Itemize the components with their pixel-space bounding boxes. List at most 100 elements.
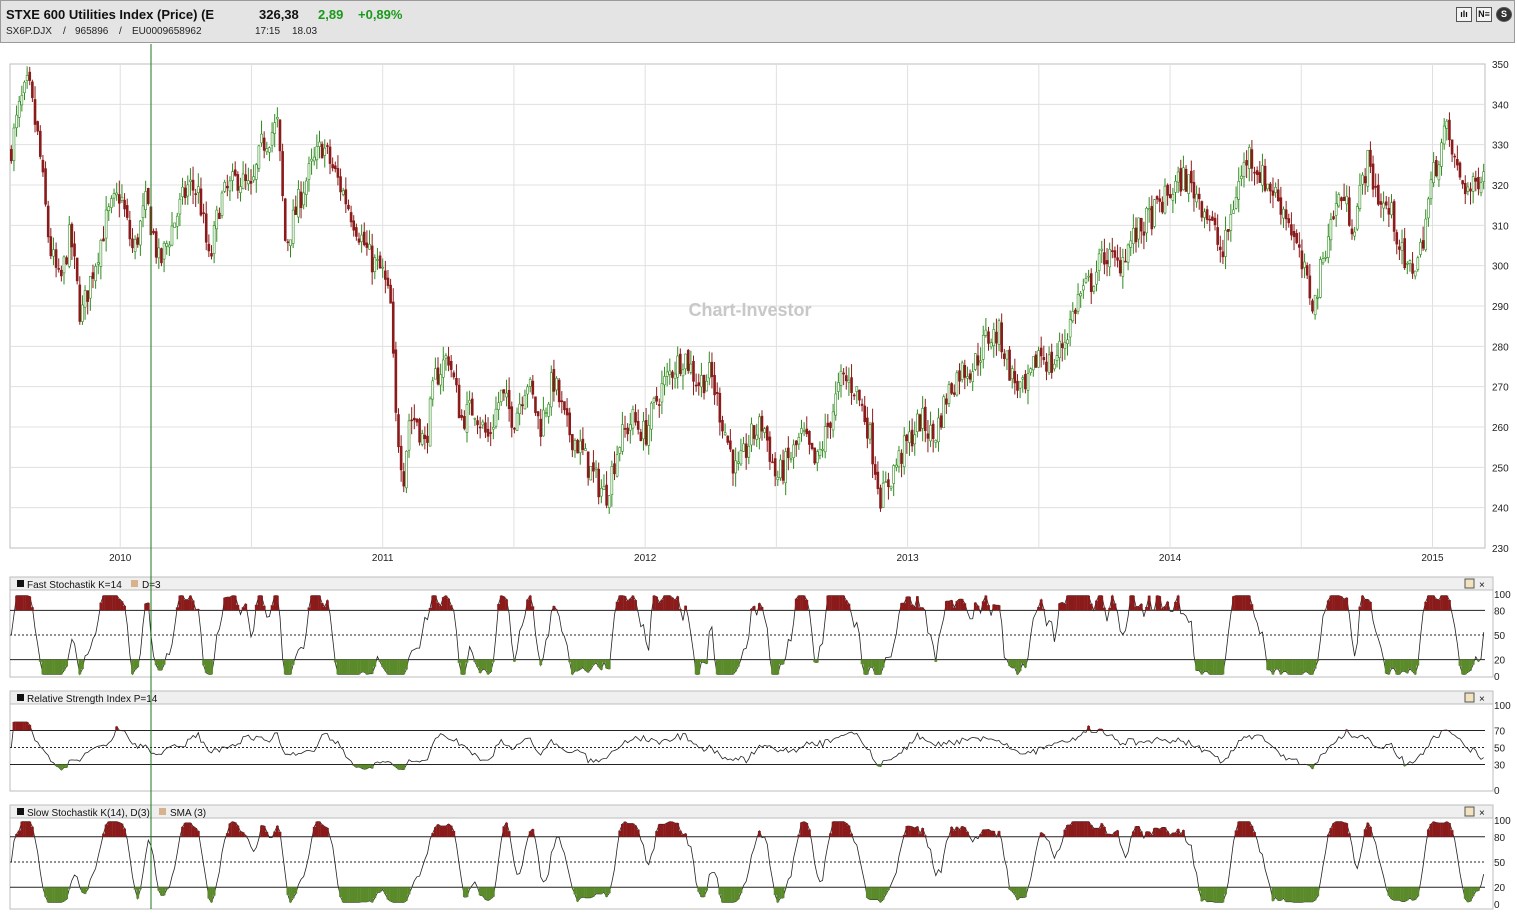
candle-body [568,412,572,436]
settings-icon[interactable]: S [1496,7,1512,22]
candle-body [976,355,980,366]
candle-body [365,242,369,248]
candle-body [1448,119,1451,141]
candle-body [552,369,556,392]
candle-body [17,100,21,118]
candle-body [1226,229,1230,232]
candle-body [276,117,279,120]
candle-body [118,194,121,204]
close-icon[interactable]: × [1479,694,1485,705]
candle-body [220,192,224,216]
candle-body [916,413,919,432]
candle-body [1076,294,1080,312]
candle-body [1218,246,1222,251]
candle-body [86,290,90,302]
candle-body [592,462,595,472]
close-icon[interactable]: × [1479,580,1485,591]
y-tick-label: 270 [1492,383,1509,394]
candle-body [1147,208,1151,211]
candle-body [876,471,880,490]
candlestick-series [10,66,1485,514]
candle-body [83,290,87,308]
candle-body [1374,185,1377,188]
candle-body [1179,168,1183,192]
candle-body [921,408,924,429]
candle-body [307,163,311,180]
y-tick-label: 340 [1492,100,1509,111]
candle-body [968,373,972,380]
candle-body [826,422,830,427]
candle-body [310,158,313,162]
candle-body [1089,273,1093,293]
candle-body [821,448,824,451]
candle-body [1255,170,1259,175]
candle-body [1408,260,1412,264]
candle-body [1058,340,1061,359]
bar-chart-icon[interactable]: ılı [1456,7,1472,22]
candle-body [175,215,179,227]
quote-date: 18.03 [292,26,318,37]
candle-body [362,231,366,246]
candle-body [291,209,295,244]
candle-body [1266,183,1270,190]
candle-body [1300,250,1304,270]
candle-body [299,191,303,209]
candle-body [41,159,45,173]
y-tick-label: 70 [1494,727,1506,738]
close-icon[interactable]: × [1479,808,1485,819]
candle-body [78,284,82,322]
candle-body [1118,260,1122,274]
candle-body [473,418,477,420]
series-color-swatch [17,808,24,815]
candle-body [1371,163,1375,190]
slow-stoch-sma-label: SMA (3) [170,808,206,819]
y-tick-label: 290 [1492,302,1509,313]
candle-body [10,149,13,162]
candle-body [1477,177,1480,190]
candle-body [102,238,105,242]
maximize-icon[interactable] [1464,692,1475,703]
candle-body [615,454,619,477]
candle-body [1039,347,1043,357]
candle-body [655,395,658,402]
candle-body [1355,206,1359,230]
candle-body [99,240,103,267]
fast-stoch-d-label: D=3 [142,580,161,591]
candle-body [168,244,171,248]
candle-body [1479,182,1483,194]
candle-body [1421,240,1425,249]
candle-body [702,374,706,394]
maximize-icon[interactable] [1464,578,1475,589]
candle-body [694,384,698,387]
candle-body [887,479,890,488]
candle-body [787,447,790,459]
candle-body [858,389,861,401]
candle-body [971,371,975,382]
candle-body [837,382,840,392]
candle-body [934,439,938,443]
candle-body [207,243,211,252]
candle-body [1403,238,1406,269]
candle-body [38,130,42,157]
price-change-percent: +0,89% [358,7,403,22]
candle-body [278,119,282,152]
y-tick-label: 50 [1494,631,1506,642]
maximize-icon[interactable] [1464,806,1475,817]
candle-body [1229,214,1233,231]
candle-body [499,389,503,403]
candle-body [1161,201,1164,213]
candle-body [1066,339,1069,345]
fast-stochastic-panel: Fast Stochastik K=14 D=3 × [9,576,1494,678]
candle-body [1018,381,1022,389]
candle-body [1158,198,1162,202]
candle-body [160,248,163,264]
candle-body [1168,194,1172,198]
y-tick-label: 320 [1492,181,1509,192]
series-color-swatch [131,580,138,587]
candle-body [457,384,461,419]
candle-body [1303,261,1306,268]
news-icon[interactable]: N≡ [1476,7,1492,22]
candle-body [549,372,553,408]
candle-body [1271,190,1275,196]
